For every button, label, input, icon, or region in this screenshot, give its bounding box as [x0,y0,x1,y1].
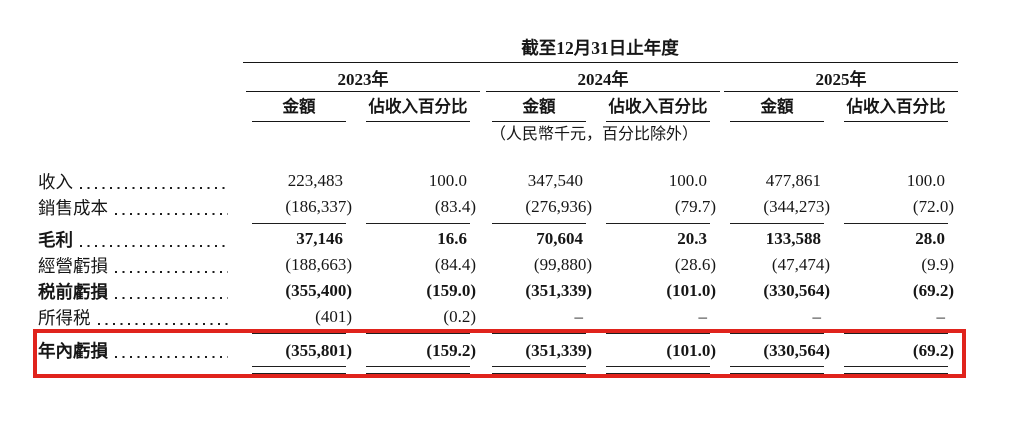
currency-unit-note: （人民幣千元，百分比除外） [489,126,698,143]
value-cell: (330,564) [763,340,830,360]
col-header-2024-pct: 佔收入百分比 [606,96,710,122]
value-cell: (344,273) [763,197,830,216]
value-cell: (69.2) [912,340,954,360]
value-cell: (101.0) [666,281,716,300]
value-cell: 223,483 [287,171,343,190]
value-cell: (355,801) [285,340,352,360]
value-cell: (276,936) [525,197,592,216]
value-cell: (9.9) [921,255,954,274]
dot-leader [115,212,228,215]
year-header-2024: 2024年 [486,68,720,92]
value-cell: (159.2) [426,340,476,360]
value-cell: (351,339) [525,340,592,360]
value-cell: (0.2) [443,307,476,326]
value-cell: 37,146 [296,229,343,248]
value-cell: (351,339) [525,281,592,300]
value-cell: (99,880) [533,255,592,274]
value-cell: 16.6 [437,229,467,248]
row-gross-profit: 毛利 37,146 16.6 70,604 20.3 133,588 28.0 [38,226,948,252]
row-label: 税前虧損 [38,281,108,302]
col-header-2025-pct: 佔收入百分比 [844,96,948,122]
value-cell: (401) [315,307,352,326]
value-cell: 70,604 [536,229,583,248]
value-cell: (28.6) [674,255,716,274]
row-label: 所得税 [38,307,91,328]
value-cell: – [812,307,822,326]
year-header-2023: 2023年 [246,68,480,92]
value-cell: 477,861 [765,171,821,190]
value-cell: (188,663) [285,255,352,274]
value-cell: (186,337) [285,197,352,216]
value-cell: (355,400) [285,281,352,300]
row-operating-loss: 經營虧損 (188,663) (84.4) (99,880) (28.6) (4… [38,252,954,278]
value-cell: 100.0 [668,171,707,190]
subtotal-rule [38,220,948,226]
row-income-tax: 所得税 (401) (0.2) – – – – [38,304,948,330]
income-statement-table: 截至12月31日止年度 2023年 2024年 2025年 金額 佔收入百分比 … [38,36,958,376]
value-cell: (101.0) [666,340,716,360]
dot-leader [80,244,228,247]
value-cell: (69.2) [912,281,954,300]
double-underline [38,364,948,376]
dot-leader [115,296,228,299]
value-cell: 347,540 [527,171,583,190]
row-cost-of-sales: 銷售成本 (186,337) (83.4) (276,936) (79.7) (… [38,194,954,220]
value-cell: (83.4) [434,197,476,216]
total-rule [38,330,948,337]
row-label: 銷售成本 [38,197,108,218]
row-loss-for-the-year: 年內虧損 (355,801) (159.2) (351,339) (101.0)… [38,337,954,364]
dot-leader [115,270,228,273]
row-revenue: 收入 223,483 100.0 347,540 100.0 477,861 1… [38,168,948,194]
value-cell: (79.7) [674,197,716,216]
value-cell: – [574,307,584,326]
dot-leader [115,356,228,358]
year-header-2025: 2025年 [724,68,958,92]
value-cell: (330,564) [763,281,830,300]
row-label: 年內虧損 [38,341,108,361]
period-title: 截至12月31日止年度 [521,38,679,58]
header-top-rule [243,62,958,65]
row-label: 收入 [38,171,73,192]
value-cell: – [936,307,946,326]
col-header-2023-amount: 金額 [252,96,346,122]
row-loss-before-tax: 税前虧損 (355,400) (159.0) (351,339) (101.0)… [38,278,954,304]
col-header-2024-amount: 金額 [492,96,586,122]
dot-leader [80,186,228,189]
col-header-2023-pct: 佔收入百分比 [366,96,470,122]
value-cell: (47,474) [771,255,830,274]
value-cell: (84.4) [434,255,476,274]
row-label: 經營虧損 [38,255,108,276]
value-cell: 28.0 [915,229,945,248]
value-cell: (159.0) [426,281,476,300]
value-cell: 100.0 [428,171,467,190]
value-cell: – [698,307,708,326]
dot-leader [97,322,228,325]
value-cell: 133,588 [765,229,821,248]
value-cell: 20.3 [677,229,707,248]
row-label: 毛利 [38,229,73,250]
value-cell: (72.0) [912,197,954,216]
col-header-2025-amount: 金額 [730,96,824,122]
value-cell: 100.0 [906,171,945,190]
